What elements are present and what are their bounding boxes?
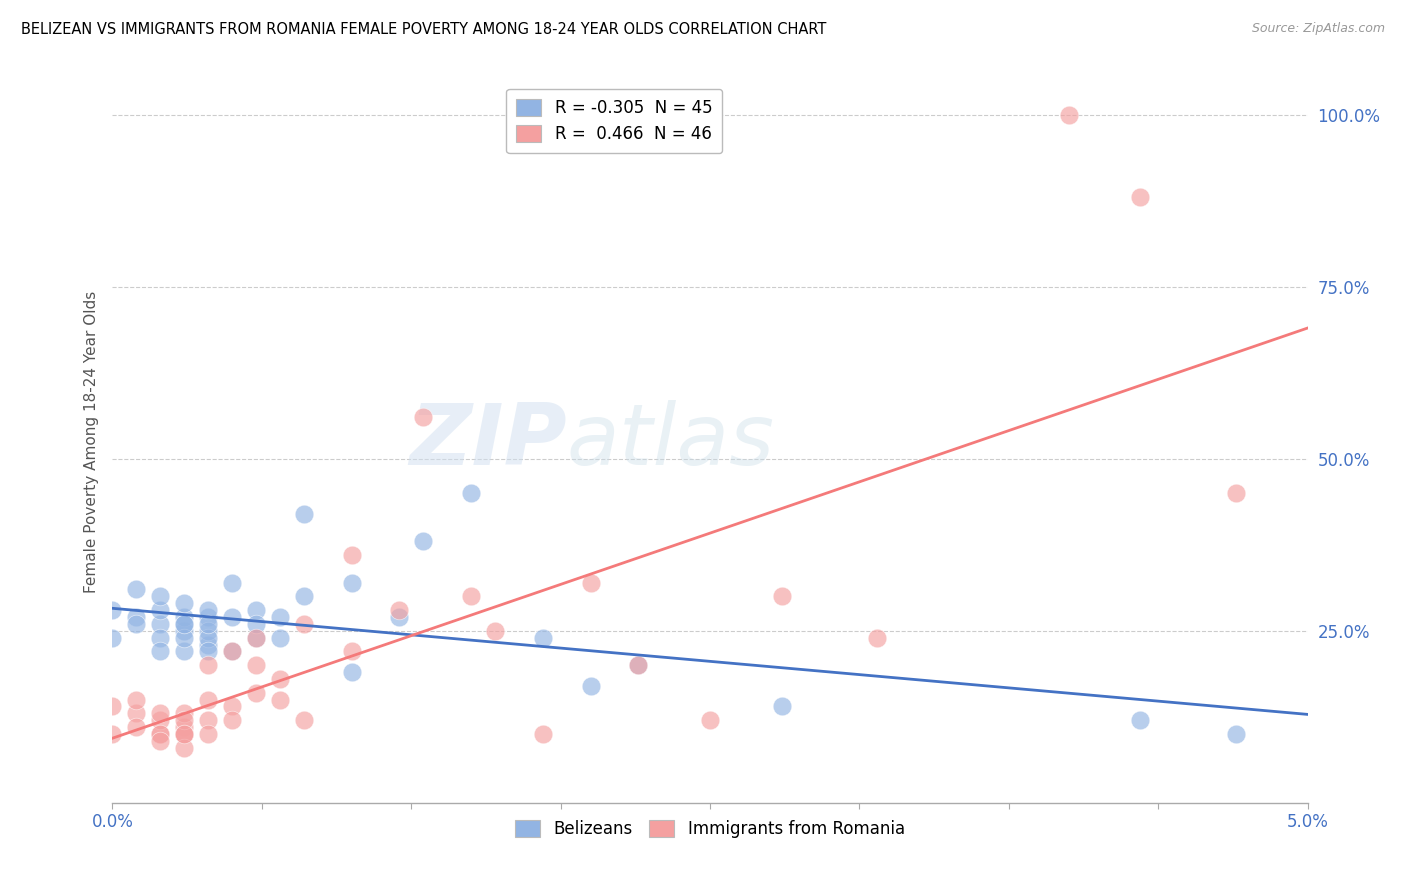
Point [1225, 486, 1247, 500]
Point [412, 410, 434, 425]
Point [173, 624, 195, 638]
Point [125, 706, 148, 721]
Point [149, 734, 172, 748]
Point [173, 720, 195, 734]
Point [197, 713, 219, 727]
Text: atlas: atlas [567, 400, 775, 483]
Point [340, 575, 363, 590]
Point [627, 658, 650, 673]
Point [388, 610, 411, 624]
Point [770, 590, 793, 604]
Point [149, 706, 172, 721]
Point [173, 727, 195, 741]
Point [292, 590, 315, 604]
Point [340, 644, 363, 658]
Point [149, 603, 172, 617]
Point [197, 610, 219, 624]
Point [412, 534, 434, 549]
Point [245, 686, 267, 700]
Point [245, 616, 267, 631]
Point [101, 631, 124, 645]
Text: BELIZEAN VS IMMIGRANTS FROM ROMANIA FEMALE POVERTY AMONG 18-24 YEAR OLDS CORRELA: BELIZEAN VS IMMIGRANTS FROM ROMANIA FEMA… [21, 22, 827, 37]
Point [149, 713, 172, 727]
Point [866, 631, 889, 645]
Point [101, 699, 124, 714]
Point [770, 699, 793, 714]
Point [1057, 108, 1080, 122]
Point [197, 616, 219, 631]
Point [627, 658, 650, 673]
Legend: Belizeans, Immigrants from Romania: Belizeans, Immigrants from Romania [509, 814, 911, 845]
Point [197, 658, 219, 673]
Point [269, 610, 291, 624]
Point [221, 610, 243, 624]
Point [101, 603, 124, 617]
Point [125, 616, 148, 631]
Point [531, 631, 554, 645]
Point [340, 548, 363, 562]
Point [460, 486, 482, 500]
Point [173, 631, 195, 645]
Point [173, 616, 195, 631]
Point [292, 616, 315, 631]
Point [101, 727, 124, 741]
Point [245, 631, 267, 645]
Point [173, 713, 195, 727]
Point [173, 596, 195, 610]
Point [221, 644, 243, 658]
Point [149, 727, 172, 741]
Point [340, 665, 363, 679]
Point [149, 590, 172, 604]
Point [579, 575, 602, 590]
Point [125, 610, 148, 624]
Point [149, 727, 172, 741]
Point [125, 692, 148, 706]
Point [221, 644, 243, 658]
Point [269, 692, 291, 706]
Point [125, 582, 148, 597]
Point [197, 644, 219, 658]
Point [173, 610, 195, 624]
Point [292, 713, 315, 727]
Point [173, 616, 195, 631]
Text: ZIP: ZIP [409, 400, 567, 483]
Y-axis label: Female Poverty Among 18-24 Year Olds: Female Poverty Among 18-24 Year Olds [83, 291, 98, 592]
Point [269, 672, 291, 686]
Point [149, 644, 172, 658]
Point [484, 624, 506, 638]
Point [173, 727, 195, 741]
Point [197, 692, 219, 706]
Point [699, 713, 721, 727]
Point [292, 507, 315, 521]
Point [269, 631, 291, 645]
Point [149, 631, 172, 645]
Point [245, 658, 267, 673]
Point [460, 590, 482, 604]
Point [1225, 727, 1247, 741]
Point [125, 720, 148, 734]
Point [245, 631, 267, 645]
Point [221, 575, 243, 590]
Point [149, 616, 172, 631]
Point [197, 624, 219, 638]
Point [197, 638, 219, 652]
Point [221, 713, 243, 727]
Point [197, 727, 219, 741]
Point [173, 727, 195, 741]
Text: Source: ZipAtlas.com: Source: ZipAtlas.com [1251, 22, 1385, 36]
Point [388, 603, 411, 617]
Point [173, 644, 195, 658]
Point [579, 679, 602, 693]
Point [221, 699, 243, 714]
Point [197, 631, 219, 645]
Point [1129, 713, 1152, 727]
Point [173, 706, 195, 721]
Point [245, 603, 267, 617]
Point [531, 727, 554, 741]
Point [197, 603, 219, 617]
Point [173, 740, 195, 755]
Point [1129, 190, 1152, 204]
